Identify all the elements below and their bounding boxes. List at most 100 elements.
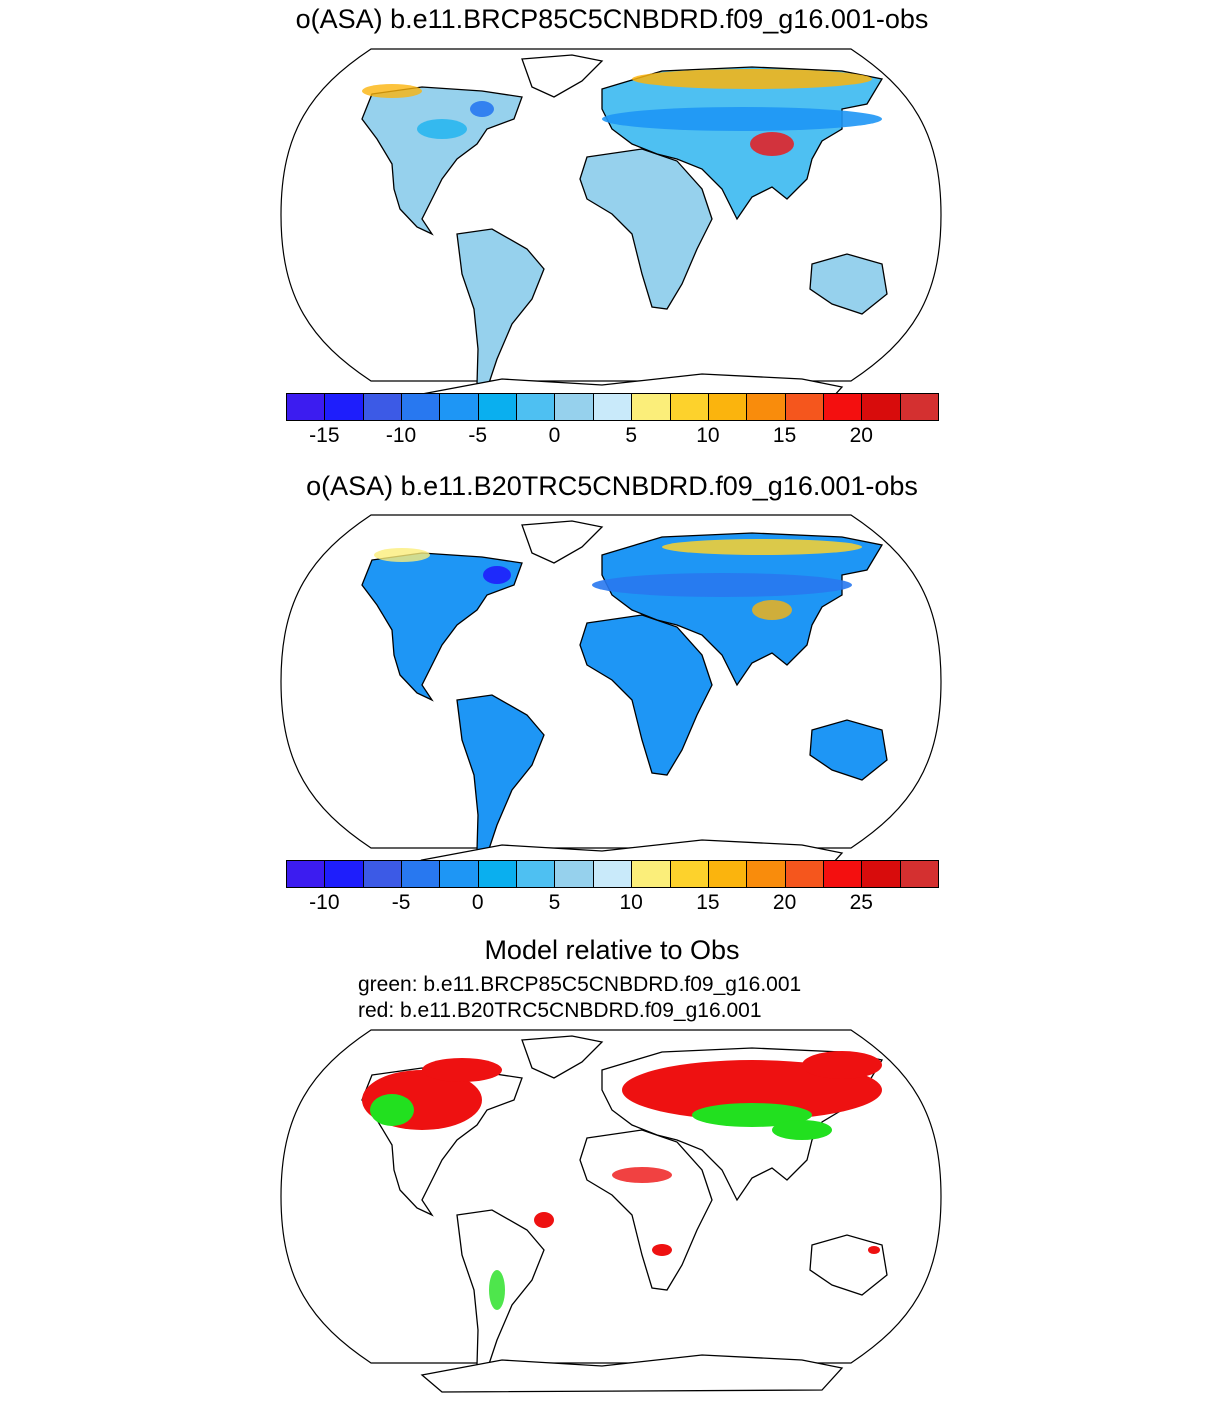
- colorbar-swatch: [439, 860, 478, 888]
- colorbar-swatch: [899, 393, 939, 421]
- anomaly-patch: [662, 539, 862, 555]
- greenland-land: [521, 520, 604, 564]
- colorbar-swatch: [477, 393, 517, 421]
- colorbar-swatch: [516, 860, 555, 888]
- anomaly-patch: [374, 548, 430, 562]
- colorbar-tick-label: -10: [309, 891, 340, 914]
- anomaly-patch: [772, 1120, 832, 1140]
- colorbar-swatch: [631, 860, 670, 888]
- colorbar-swatch: [439, 393, 478, 421]
- anomaly-patch: [534, 1212, 554, 1228]
- colorbar-swatch: [401, 393, 440, 421]
- colorbar-tick-label: -10: [385, 424, 417, 447]
- continents: [361, 54, 888, 412]
- anomaly-patch: [489, 1270, 505, 1310]
- colorbar-swatch: [477, 860, 517, 888]
- anomaly-patch: [652, 1244, 672, 1256]
- anomaly-patch: [592, 573, 852, 597]
- anomaly-patch: [483, 566, 511, 584]
- anomaly-patch: [868, 1246, 880, 1254]
- colorbar-tick-label: 5: [548, 891, 561, 914]
- colorbar-swatch: [362, 393, 402, 421]
- africa-land: [579, 148, 713, 310]
- colorbar-swatch: [324, 393, 363, 421]
- panel1-colorbar: [286, 393, 939, 421]
- colorbar-swatch: [362, 860, 402, 888]
- colorbar-tick-label: 5: [625, 424, 638, 447]
- australia-land: [809, 1234, 888, 1296]
- greenland-land: [521, 54, 604, 98]
- anomaly-patch: [612, 1167, 672, 1183]
- colorbar-swatch: [592, 860, 632, 888]
- anomaly-patch: [752, 600, 792, 620]
- anomaly-patch: [370, 1094, 414, 1126]
- colorbar-swatch: [899, 860, 939, 888]
- colorbar-swatch: [784, 860, 823, 888]
- colorbar-tick-label: -5: [468, 424, 488, 447]
- colorbar-swatch: [286, 393, 325, 421]
- comparison-title: Model relative to Obs: [484, 935, 740, 965]
- anomaly-patch: [632, 69, 872, 89]
- colorbar-swatch: [707, 860, 747, 888]
- greenland-land: [521, 1035, 604, 1079]
- colorbar-swatch: [401, 860, 440, 888]
- panel2-colorbar: [286, 860, 939, 888]
- colorbar-swatch: [592, 393, 632, 421]
- panel1-colorbar-ticks: -15 -10 -5 0 5 10 15 20: [0, 424, 1224, 450]
- colorbar-tick-label: 15: [772, 424, 797, 447]
- antarctica-land: [420, 1354, 844, 1393]
- africa-land: [579, 614, 713, 776]
- colorbar-swatch: [286, 860, 325, 888]
- anomaly-patch: [417, 119, 467, 139]
- anomaly-patch: [602, 107, 882, 131]
- colorbar-swatch: [822, 393, 862, 421]
- map-group: [280, 48, 942, 412]
- australia-land: [809, 719, 888, 781]
- anomaly-patch: [750, 132, 794, 156]
- comparison-green-legend: green: b.e11.BRCP85C5CNBDRD.f09_g16.001: [358, 973, 802, 996]
- comparison-red-legend: red: b.e11.B20TRC5CNBDRD.f09_g16.001: [358, 999, 762, 1022]
- colorbar-tick-label: 15: [696, 891, 720, 914]
- colorbar-swatch: [554, 393, 593, 421]
- colorbar-swatch: [669, 393, 708, 421]
- colorbar-swatch: [822, 860, 862, 888]
- anomaly-patch: [802, 1051, 882, 1079]
- anomaly-patch: [692, 1103, 812, 1127]
- colorbar-swatch: [784, 393, 823, 421]
- colorbar-swatch: [861, 393, 900, 421]
- colorbar-tick-label: 20: [849, 424, 873, 447]
- anomaly-patch: [470, 101, 494, 117]
- colorbar-tick-label: 20: [772, 891, 797, 914]
- colorbar-tick-label: 10: [619, 891, 643, 914]
- colorbar-swatch: [669, 860, 708, 888]
- southAmerica-land: [456, 228, 545, 390]
- northAmerica-land: [361, 552, 523, 702]
- continents: [361, 1035, 888, 1393]
- southAmerica-land: [456, 694, 545, 856]
- panel1-title: o(ASA) b.e11.BRCP85C5CNBDRD.f09_g16.001-…: [295, 4, 929, 34]
- anomaly-patch: [362, 84, 422, 98]
- colorbar-swatch: [516, 393, 555, 421]
- africa-land: [579, 1129, 713, 1291]
- colorbar-tick-label: 0: [548, 424, 561, 447]
- colorbar-swatch: [746, 393, 785, 421]
- colorbar-swatch: [861, 860, 900, 888]
- panel2-colorbar-ticks: -10 -5 0 5 10 15 20 25: [0, 891, 1224, 917]
- colorbar-tick-label: 25: [849, 891, 873, 914]
- colorbar-tick-label: -15: [309, 424, 340, 447]
- panel2-title: o(ASA) b.e11.B20TRC5CNBDRD.f09_g16.001-o…: [306, 471, 918, 501]
- colorbar-swatch: [746, 860, 785, 888]
- map-group: [280, 1029, 942, 1393]
- colorbar-tick-label: 0: [471, 891, 484, 914]
- colorbar-swatch: [324, 860, 363, 888]
- colorbar-swatch: [631, 393, 670, 421]
- northAmerica-land: [361, 86, 523, 236]
- colorbar-swatch: [707, 393, 747, 421]
- colorbar-swatch: [554, 860, 593, 888]
- colorbar-tick-label: 10: [696, 424, 720, 447]
- anomaly-patch: [422, 1058, 502, 1082]
- colorbar-tick-label: -5: [391, 891, 411, 914]
- australia-land: [809, 253, 888, 315]
